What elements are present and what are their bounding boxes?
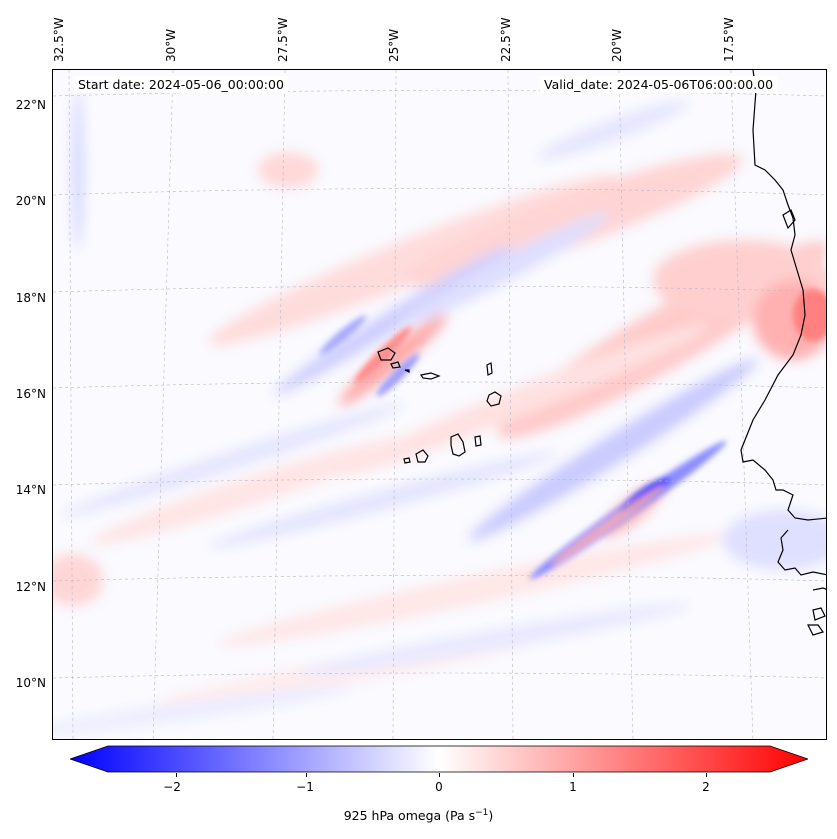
island-sao-nicolau (420, 372, 441, 380)
start-date-label: Start date: 2024-05-06_00:00:00 (74, 76, 288, 93)
lat-label-10n: 10°N (15, 676, 46, 690)
colorbar-label: 925 hPa omega (Pa s−1) (0, 808, 837, 823)
colorbar-tick-1: 1 (569, 780, 577, 794)
lon-label-17-5w: 17.5°W (722, 17, 736, 62)
island-sao-vicente (390, 361, 401, 369)
lon-label-30w: 30°W (164, 28, 178, 62)
island-boa-vista (486, 391, 502, 407)
lon-label-27-5w: 27.5°W (276, 17, 290, 62)
colorbar-label-close: ) (488, 808, 494, 824)
graticule (53, 70, 826, 739)
island-santiago (450, 433, 466, 457)
omega-field-shading (53, 90, 826, 734)
africa-coastline-south (777, 529, 826, 576)
island-fogo (415, 449, 429, 463)
colorbar-label-exponent: −1 (475, 808, 489, 818)
lat-label-12n: 12°N (15, 580, 46, 594)
island-maio (474, 435, 482, 447)
colorbar (68, 745, 810, 773)
lat-label-14n: 14°N (15, 483, 46, 497)
lat-label-22n: 22°N (15, 98, 46, 112)
colorbar-tick-2: 2 (702, 780, 710, 794)
lat-label-16n: 16°N (15, 387, 46, 401)
colorbar-tick-minus-2: −2 (163, 780, 181, 794)
lat-label-18n: 18°N (15, 291, 46, 305)
island-brava (403, 457, 411, 464)
colorbar-gradient (68, 745, 810, 773)
lon-label-32-5w: 32.5°W (52, 17, 66, 62)
omega-field-map (53, 70, 826, 739)
island-santo-antao (377, 347, 396, 361)
colorbar-tick-minus-1: −1 (296, 780, 314, 794)
island-sal (486, 362, 493, 376)
colorbar-tick-0: 0 (435, 780, 443, 794)
lon-label-25w: 25°W (387, 28, 401, 62)
map-plot-area[interactable] (52, 69, 827, 740)
lon-label-22-5w: 22.5°W (499, 17, 513, 62)
africa-coastline (740, 70, 826, 521)
lon-label-20w: 20°W (610, 28, 624, 62)
colorbar-label-text: 925 hPa omega (Pa s (343, 808, 476, 824)
valid-date-label: Valid_date: 2024-05-06T06:00:00.00 (540, 76, 778, 93)
lat-label-20n: 20°N (15, 194, 46, 208)
coastlines (377, 70, 826, 636)
